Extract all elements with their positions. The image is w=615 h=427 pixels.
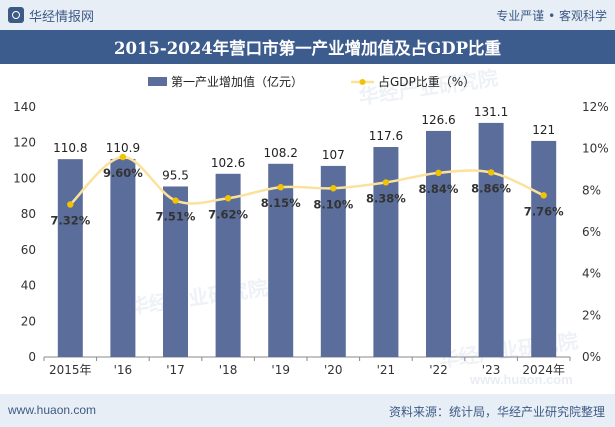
bar [478,122,504,357]
x-tick-label: '23 [482,363,501,377]
y-right-tick-label: 0% [582,350,601,364]
bar [57,159,83,357]
bar [110,158,136,357]
y-right-tick-label: 10% [582,142,609,156]
bar-value-label: 108.2 [264,146,298,160]
bar-value-label: 110.9 [106,141,140,155]
ratio-line [67,153,547,208]
x-tick-label: '22 [429,363,448,377]
ratio-value-label: 9.60% [103,166,143,180]
bar-value-label: 117.6 [369,129,403,143]
bar-value-label: 107 [322,148,345,162]
ratio-value-label: 8.10% [313,197,353,211]
bar [531,140,557,357]
bar-value-label: 121 [532,123,555,137]
brand: 华经情报网 [8,6,95,25]
top-bar: 华经情报网 专业严谨 • 客观科学 [0,0,615,30]
data-source: 资料来源：统计局，华经产业研究院整理 [388,405,605,419]
legend-bar-swatch [148,77,167,86]
x-tick-label: 2015年 [49,363,92,377]
watermark-url: www.huaon.com [469,372,573,387]
y-left-tick-label: 140 [13,100,36,114]
y-left-tick-label: 80 [21,207,36,221]
ratio-value-label: 8.84% [419,182,459,196]
y-left-tick-label: 60 [21,243,36,257]
bar-value-label: 131.1 [474,105,508,119]
ratio-value-label: 8.86% [471,181,511,195]
x-tick-label: '18 [219,363,238,377]
ratio-value-label: 8.38% [366,191,406,205]
ratio-line-path [69,155,545,206]
bars [57,122,557,357]
data-labels: 110.8 110.9 95.5 102.6 108.2 107 117.6 126.6 131… [50,105,564,228]
ratio-point [172,197,179,204]
x-tick-label: '20 [324,363,343,377]
ratio-point [435,169,442,177]
footer: www.huaon.com 资料来源：统计局，华经产业研究院整理 [0,394,615,427]
y-left-tick-label: 0 [28,350,36,364]
watermark-text: 华经产业研究院 [127,276,269,319]
axes: 0 20 40 60 80 100 120 140 0% 2% 4% 6% 8% 10% 12% 2015年 '… [13,100,609,377]
ratio-point [224,195,232,202]
bar-value-label: 110.8 [53,141,87,155]
ratio-value-label: 7.76% [524,204,564,218]
legend: 第一产业增加值（亿元） 占GDP比重（%） [148,74,475,89]
x-tick-label: 2024年 [522,363,565,377]
bar [373,147,399,357]
legend-line-label: 占GDP比重（%） [378,74,475,89]
ratio-value-label: 7.32% [50,214,90,228]
y-right-tick-label: 2% [582,308,601,322]
ratio-point [67,201,74,208]
legend-bar-label: 第一产业增加值（亿元） [171,74,303,89]
y-left-tick-label: 20 [21,314,36,328]
chart-title: 2015-2024年营口市第一产业增加值及占GDP比重 [113,39,501,58]
bar [215,173,241,357]
ratio-point [330,185,337,192]
ratio-point [382,179,390,186]
x-tick-label: '17 [166,363,185,377]
x-tick-label: '21 [377,363,396,377]
ratio-point [540,192,547,199]
title-bar: 2015-2024年营口市第一产业增加值及占GDP比重 [0,30,615,64]
x-tick-label: '19 [271,363,290,377]
website-link[interactable]: www.huaon.com [8,403,97,417]
brand-name: 华经情报网 [29,9,95,25]
y-right-tick-label: 8% [582,183,601,197]
ratio-value-label: 8.15% [261,196,301,210]
y-right-tick-label: 6% [582,225,601,239]
x-tick-label: '16 [114,363,133,377]
bar [268,163,294,357]
y-right-tick-label: 4% [582,267,601,281]
y-left-tick-label: 40 [21,279,36,293]
bar-value-label: 102.6 [211,156,245,170]
bar [320,165,346,357]
y-right-tick-label: 12% [582,100,609,114]
y-left-tick-label: 100 [13,171,36,185]
ratio-value-label: 7.51% [156,210,196,224]
ratio-value-label: 7.62% [208,207,248,221]
bar-value-label: 95.5 [162,168,189,182]
bar [163,186,188,357]
brand-logo-icon [8,7,24,23]
y-left-tick-label: 120 [13,136,36,150]
ratio-point [119,153,127,161]
ratio-point [277,184,284,191]
tagline: 专业严谨 • 客观科学 [496,9,607,23]
ratio-point [487,169,495,176]
bar [426,130,451,357]
bar-value-label: 126.6 [421,113,455,127]
legend-line-marker [359,79,366,85]
